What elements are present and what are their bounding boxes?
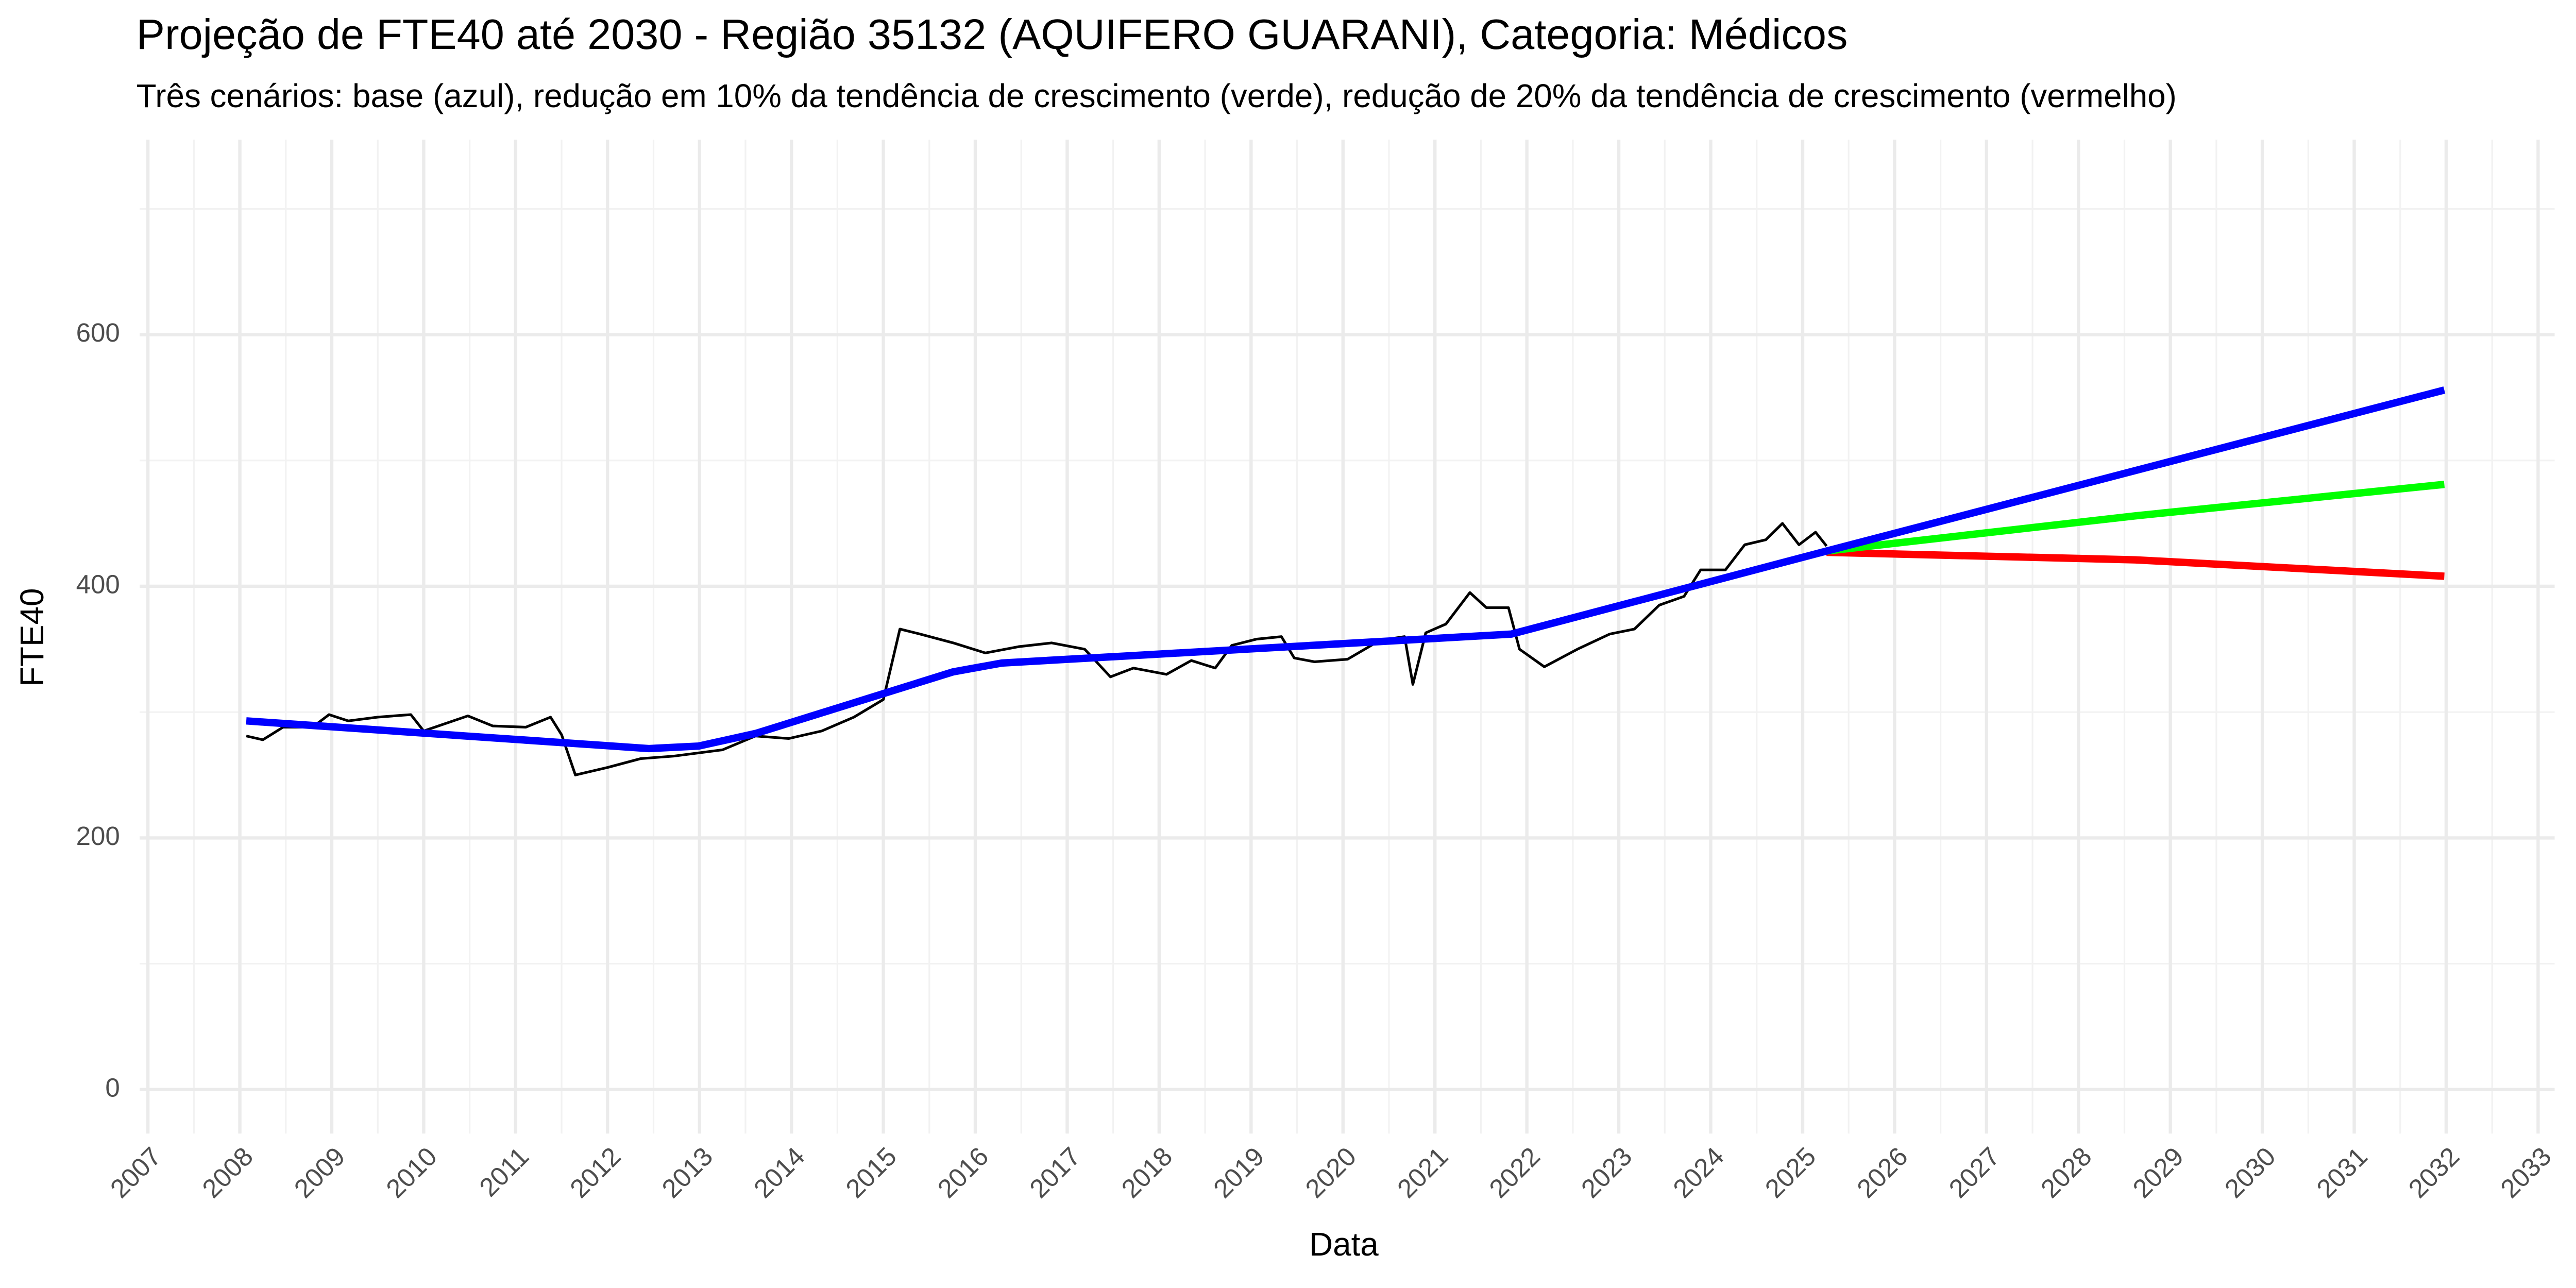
series-line [246, 522, 1828, 776]
x-tick-label: 2031 [2311, 1142, 2373, 1204]
y-axis-title: FTE40 [13, 588, 50, 687]
x-tick-label: 2024 [1667, 1142, 1730, 1204]
x-tick-label: 2014 [748, 1142, 810, 1204]
series-line [1826, 481, 2445, 555]
y-tick-label: 200 [76, 821, 120, 851]
x-axis-title: Data [1309, 1226, 1379, 1263]
x-tick-label: 2020 [1300, 1142, 1362, 1204]
x-tick-label: 2012 [564, 1142, 626, 1204]
x-tick-label: 2007 [105, 1142, 167, 1204]
y-tick-label: 0 [105, 1073, 120, 1102]
y-tick-label: 400 [76, 569, 120, 599]
grid [140, 140, 2555, 1134]
x-tick-label: 2027 [1943, 1142, 2006, 1204]
x-tick-label: 2008 [196, 1142, 259, 1204]
x-tick-label: 2030 [2219, 1142, 2281, 1204]
x-tick-label: 2021 [1392, 1142, 1454, 1204]
x-tick-label: 2022 [1484, 1142, 1546, 1204]
x-tick-label: 2015 [840, 1142, 902, 1204]
x-tick-label: 2019 [1208, 1142, 1270, 1204]
x-tick-label: 2025 [1759, 1142, 1822, 1204]
y-tick-label: 600 [76, 318, 120, 347]
chart-subtitle: Três cenários: base (azul), redução em 1… [137, 77, 2177, 114]
x-tick-label: 2016 [932, 1142, 994, 1204]
x-tick-label: 2032 [2403, 1142, 2465, 1204]
x-tick-label: 2009 [289, 1142, 351, 1204]
ticks: 0 200 400 600 2007 2008 2009 2010 2011 2012 2013 20… [76, 318, 2557, 1204]
series-line [1826, 548, 2445, 580]
x-tick-label: 2026 [1851, 1142, 1913, 1204]
x-tick-label: 2010 [380, 1142, 443, 1204]
x-tick-label: 2013 [656, 1142, 719, 1204]
x-tick-label: 2033 [2495, 1142, 2557, 1204]
x-tick-label: 2018 [1116, 1142, 1178, 1204]
x-tick-label: 2029 [2127, 1142, 2190, 1204]
x-tick-label: 2011 [473, 1142, 534, 1202]
x-tick-label: 2028 [2035, 1142, 2097, 1204]
x-tick-label: 2017 [1024, 1142, 1086, 1204]
x-tick-label: 2023 [1575, 1142, 1638, 1204]
plot-area [246, 386, 2446, 776]
chart-title: Projeção de FTE40 até 2030 - Região 3513… [137, 10, 1848, 58]
series-line [246, 386, 2446, 753]
